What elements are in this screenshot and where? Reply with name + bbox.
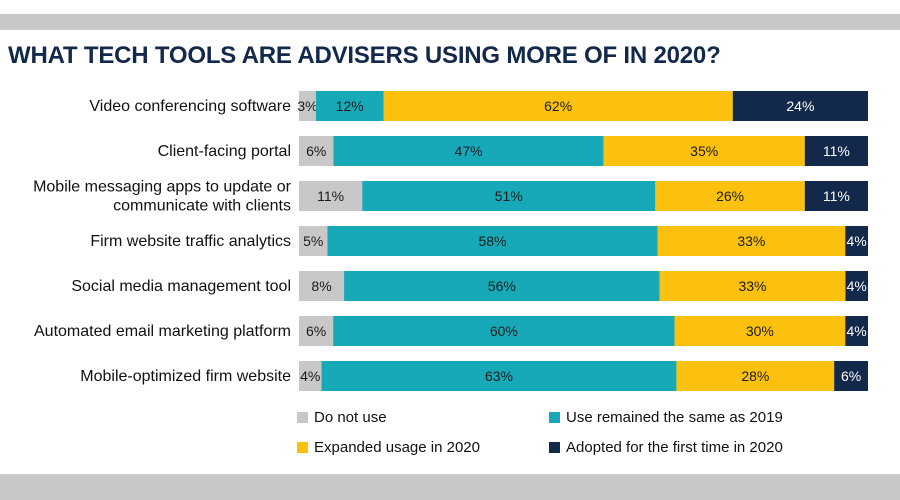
bar-segment — [657, 226, 846, 256]
data-label: 24% — [786, 98, 814, 114]
data-label: 28% — [741, 368, 769, 384]
bar-segment — [845, 316, 868, 346]
data-label: 33% — [737, 233, 765, 249]
data-label: 4% — [847, 233, 867, 249]
data-label: 51% — [495, 188, 523, 204]
bar-segment — [676, 361, 835, 391]
data-label: 56% — [488, 278, 516, 294]
category-label: Social media management tool — [71, 278, 291, 295]
legend-label-first-time-2020: Adopted for the first time in 2020 — [566, 439, 783, 456]
bar-segment — [299, 226, 328, 256]
bar-segment — [362, 181, 656, 211]
data-label: 12% — [336, 98, 364, 114]
data-label: 5% — [303, 233, 323, 249]
bar-segment — [383, 91, 733, 121]
bar-segment — [804, 181, 868, 211]
bar-segment — [315, 91, 384, 121]
bar-segment — [299, 271, 345, 301]
category-label: Firm website traffic analytics — [90, 233, 291, 250]
data-label: 6% — [841, 368, 861, 384]
bar-segment — [344, 271, 660, 301]
data-label: 11% — [823, 143, 850, 159]
bar-segment — [299, 136, 334, 166]
bar-segment — [299, 316, 334, 346]
bar-segment — [333, 316, 675, 346]
top-band — [0, 14, 900, 30]
legend-swatch-first-time-2020 — [549, 442, 560, 453]
bar-segment — [659, 271, 846, 301]
data-label: 60% — [490, 323, 518, 339]
data-label: 11% — [317, 188, 344, 204]
legend-label-do-not-use: Do not use — [314, 409, 387, 426]
legend-item-first-time-2020: Adopted for the first time in 2020 — [549, 439, 783, 456]
category-label: Video conferencing software — [89, 98, 291, 115]
bar-segment — [804, 136, 868, 166]
data-label: 58% — [478, 233, 506, 249]
data-label: 3% — [297, 98, 317, 114]
data-label: 4% — [300, 368, 320, 384]
data-label: 11% — [823, 188, 850, 204]
category-label: Automated email marketing platform — [34, 323, 291, 340]
data-label: 35% — [690, 143, 718, 159]
bar-segment — [845, 271, 868, 301]
bar-segment — [732, 91, 868, 121]
category-label: Client-facing portal — [158, 143, 291, 160]
bar-segment — [299, 91, 316, 121]
data-label: 33% — [738, 278, 766, 294]
data-label: 30% — [746, 323, 774, 339]
bar-segment — [655, 181, 805, 211]
legend: Do not use Use remained the same as 2019… — [297, 409, 857, 465]
legend-item-do-not-use: Do not use — [297, 409, 387, 426]
legend-label-expanded-2020: Expanded usage in 2020 — [314, 439, 480, 456]
data-label: 6% — [306, 143, 326, 159]
data-label: 4% — [847, 323, 867, 339]
chart-title: WHAT TECH TOOLS ARE ADVISERS USING MORE … — [8, 42, 721, 69]
legend-label-same-as-2019: Use remained the same as 2019 — [566, 409, 783, 426]
data-label: 8% — [311, 278, 331, 294]
bar-segment — [834, 361, 868, 391]
bar-segment — [603, 136, 805, 166]
bar-segment — [321, 361, 677, 391]
legend-swatch-do-not-use — [297, 412, 308, 423]
bar-segment — [674, 316, 846, 346]
bar-segment — [333, 136, 604, 166]
bar-segment — [845, 226, 868, 256]
data-label: 6% — [306, 323, 326, 339]
legend-swatch-expanded-2020 — [297, 442, 308, 453]
bar-segment — [299, 361, 322, 391]
bar-segment — [327, 226, 658, 256]
data-label: 63% — [485, 368, 513, 384]
data-label: 26% — [716, 188, 744, 204]
data-label: 4% — [847, 278, 867, 294]
legend-item-expanded-2020: Expanded usage in 2020 — [297, 439, 480, 456]
bottom-band — [0, 474, 900, 500]
category-label: Mobile messaging apps to update or commun… — [33, 179, 292, 215]
legend-swatch-same-as-2019 — [549, 412, 560, 423]
bar-segment — [299, 181, 363, 211]
data-label: 47% — [455, 143, 483, 159]
data-label: 62% — [544, 98, 572, 114]
category-label: Mobile-optimized firm website — [80, 368, 291, 385]
legend-item-same-as-2019: Use remained the same as 2019 — [549, 409, 783, 426]
